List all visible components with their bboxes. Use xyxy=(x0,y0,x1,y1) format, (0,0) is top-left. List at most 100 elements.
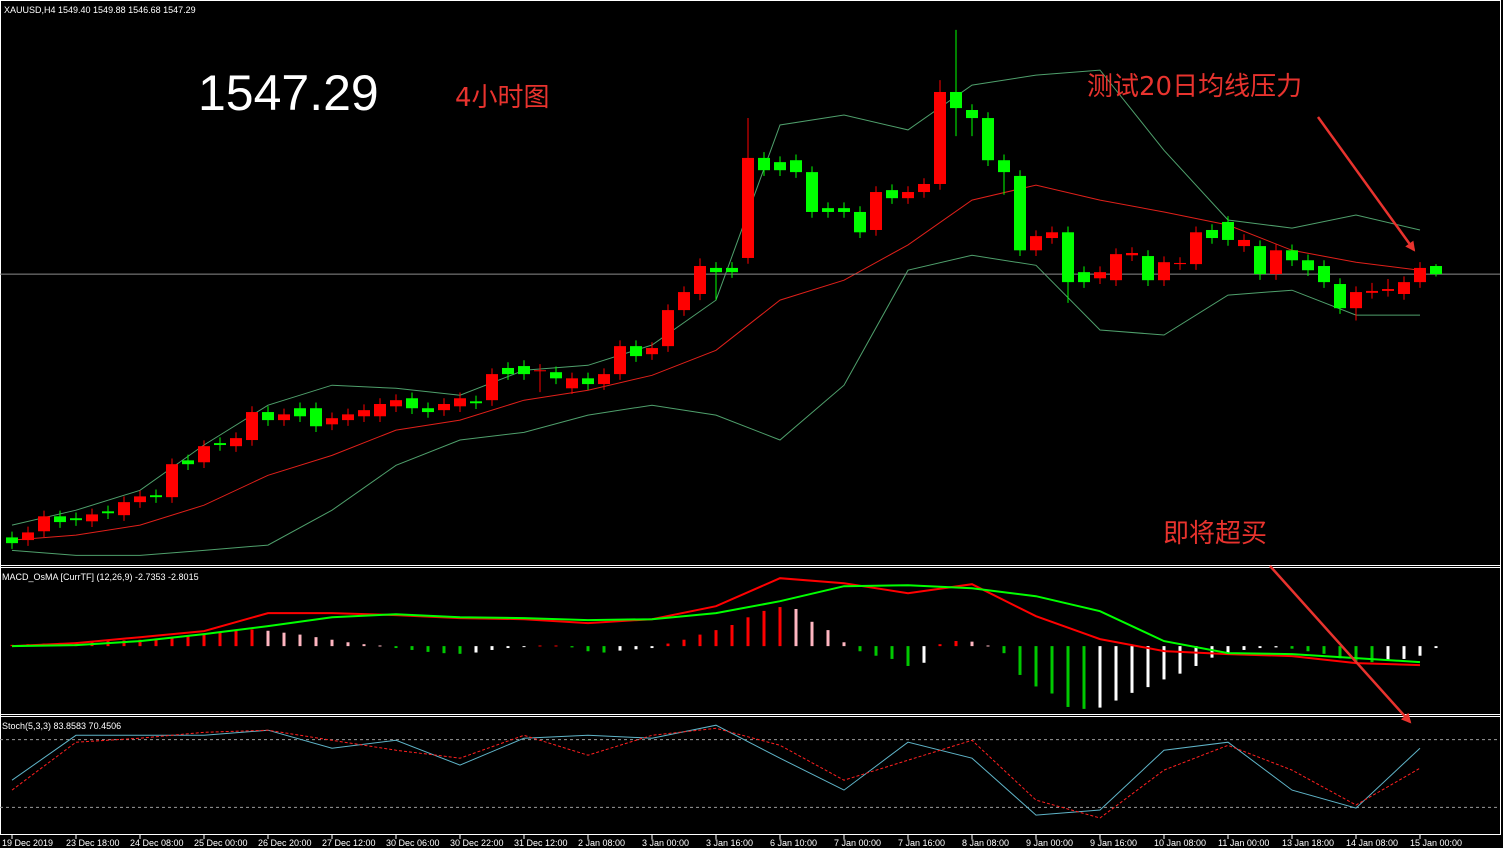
candle-body xyxy=(662,310,674,347)
candle-body xyxy=(1270,250,1282,275)
histogram-bar xyxy=(218,632,222,647)
candle-body xyxy=(854,211,866,233)
histogram-bar xyxy=(170,637,174,647)
histogram-bar xyxy=(1162,646,1166,680)
time-label: 9 Jan 00:00 xyxy=(1026,838,1073,848)
time-label: 11 Jan 00:00 xyxy=(1218,838,1269,848)
histogram-bar xyxy=(1306,646,1310,652)
candle-body xyxy=(1398,282,1410,294)
histogram-bar xyxy=(1322,646,1326,654)
histogram-bar xyxy=(890,646,894,659)
histogram-bar xyxy=(474,646,478,653)
candle-body xyxy=(630,346,642,357)
candle-body xyxy=(1334,284,1346,309)
band-line xyxy=(11,184,1421,541)
histogram-bar xyxy=(1338,646,1342,659)
histogram-bar xyxy=(570,646,574,648)
time-label: 3 Jan 00:00 xyxy=(642,838,689,848)
histogram-bar xyxy=(1002,646,1006,654)
candle-body xyxy=(134,496,146,503)
time-label: 27 Dec 12:00 xyxy=(322,838,376,848)
histogram-bar xyxy=(586,646,590,652)
candle-body xyxy=(230,438,242,447)
histogram-bar xyxy=(1130,646,1134,693)
candle-body xyxy=(1078,272,1090,283)
histogram-bar xyxy=(666,643,670,647)
time-label: 3 Jan 16:00 xyxy=(706,838,753,848)
histogram-bar xyxy=(122,640,126,647)
histogram-bar xyxy=(298,634,302,647)
histogram-bar xyxy=(154,638,158,647)
annotation: 4小时图 xyxy=(455,83,550,113)
time-label: 23 Dec 18:00 xyxy=(66,838,120,848)
candle-body xyxy=(726,267,738,273)
histogram-bar xyxy=(1066,646,1070,707)
candle-body xyxy=(118,502,130,516)
histogram-bar xyxy=(1098,646,1102,708)
histogram-bar xyxy=(986,645,990,647)
histogram-bar xyxy=(442,646,446,654)
histogram-bar xyxy=(1242,646,1246,650)
time-label: 19 Dec 2019 xyxy=(2,838,53,848)
candle-body xyxy=(6,537,18,544)
candle-body xyxy=(1094,272,1106,279)
histogram-bar xyxy=(746,617,750,647)
stoch-line xyxy=(11,724,1421,816)
candle-body xyxy=(390,400,402,407)
histogram-bar xyxy=(906,646,910,666)
histogram-bar xyxy=(554,645,558,647)
candle-body xyxy=(678,292,690,311)
candle-body xyxy=(1014,175,1026,251)
time-label: 7 Jan 00:00 xyxy=(834,838,881,848)
candle-body xyxy=(54,516,66,523)
histogram-bar xyxy=(714,630,718,647)
candle-body xyxy=(1414,267,1426,283)
candle-body xyxy=(534,370,546,372)
candle-body xyxy=(278,414,290,421)
time-label: 31 Dec 12:00 xyxy=(514,838,568,848)
candle-body xyxy=(614,346,626,375)
histogram-bar xyxy=(698,634,702,647)
candle-body xyxy=(582,378,594,385)
time-label: 26 Dec 20:00 xyxy=(258,838,312,848)
histogram-bar xyxy=(250,629,254,647)
histogram-bar xyxy=(778,607,782,647)
candle-body xyxy=(598,374,610,385)
histogram-bar xyxy=(458,646,462,654)
histogram-bar xyxy=(202,633,206,647)
histogram-bar xyxy=(954,641,958,647)
candle-body xyxy=(374,404,386,417)
histogram-bar xyxy=(922,646,926,663)
candle-body xyxy=(1430,266,1442,275)
time-label: 9 Jan 16:00 xyxy=(1090,838,1137,848)
candle-body xyxy=(70,518,82,521)
histogram-bar xyxy=(522,646,526,648)
histogram-bar xyxy=(762,610,766,647)
candle-body xyxy=(950,91,962,109)
candle-body xyxy=(166,464,178,498)
time-label: 30 Dec 22:00 xyxy=(450,838,504,848)
candle-body xyxy=(1366,290,1378,293)
annotation: 即将超买 xyxy=(1163,519,1267,549)
histogram-bar xyxy=(842,642,846,647)
time-label: 14 Jan 08:00 xyxy=(1346,838,1398,848)
time-label: 25 Dec 00:00 xyxy=(194,838,248,848)
histogram-bar xyxy=(1226,646,1230,653)
candle-body xyxy=(1062,232,1074,283)
histogram-bar xyxy=(794,608,798,647)
candle-body xyxy=(1302,260,1314,271)
plot-area: 19 Dec 2019 23 Dec 18:00 24 Dec 08:00 25 De… xyxy=(0,29,1500,848)
histogram-bar xyxy=(1210,646,1214,658)
candle-body xyxy=(1142,256,1154,281)
histogram-bar xyxy=(346,642,350,647)
time-label: 8 Jan 08:00 xyxy=(962,838,1009,848)
histogram-bar xyxy=(634,646,638,650)
histogram-bar xyxy=(1290,646,1294,649)
candle-body xyxy=(454,398,466,407)
candle-body xyxy=(550,372,562,379)
histogram-bar xyxy=(1418,646,1422,656)
candle-body xyxy=(150,495,162,498)
candle-body xyxy=(182,460,194,465)
histogram-bar xyxy=(1386,646,1390,661)
